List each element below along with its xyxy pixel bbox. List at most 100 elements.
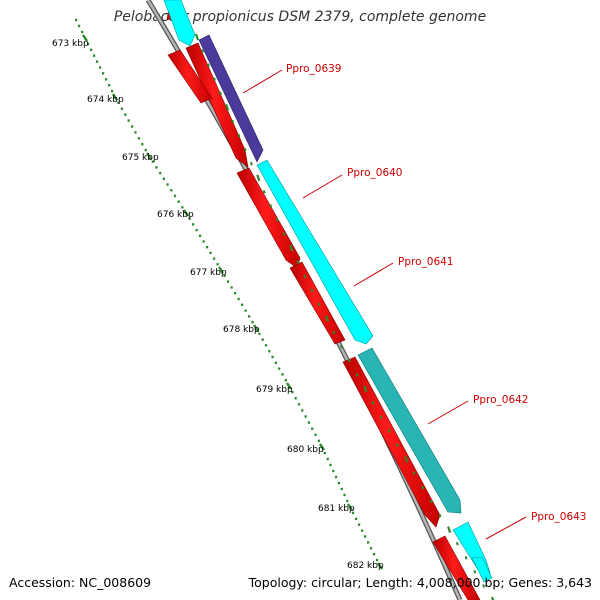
strand-tick <box>269 204 273 208</box>
strand-tick <box>482 584 486 588</box>
strand-ticks-layer <box>194 33 495 600</box>
topology-text: Topology: circular; Length: 4,008,000 bp… <box>248 575 592 590</box>
ruler-minor-tick <box>87 42 90 46</box>
strand-tick <box>395 443 399 447</box>
ruler-minor-tick <box>291 390 294 394</box>
strand-tick <box>231 119 235 124</box>
ruler-minor-tick <box>352 511 355 515</box>
ruler-minor-tick <box>96 60 99 63</box>
ruler-major-tick <box>82 34 88 42</box>
strand-tick <box>464 555 468 560</box>
cds-forward-segment <box>256 159 374 345</box>
gene-label[interactable]: Ppro_0643 <box>531 511 586 523</box>
ruler-minor-tick <box>361 529 364 532</box>
ruler-minor-tick <box>314 433 317 436</box>
cds-reverse-segment <box>432 535 481 600</box>
ruler-minor-tick <box>102 72 105 75</box>
ruler-minor-tick <box>284 379 287 382</box>
ruler-minor-tick <box>105 78 108 81</box>
map-title: Pelobacter propionicus DSM 2379, complet… <box>113 9 487 25</box>
gene-label[interactable]: Ppro_0640 <box>347 167 402 179</box>
strand-tick <box>256 174 261 182</box>
ruler-minor-tick <box>364 535 367 538</box>
ruler-minor-tick <box>251 321 254 324</box>
ruler-minor-tick <box>326 457 329 461</box>
cds-forward-segment <box>357 347 462 514</box>
ruler-minor-tick <box>120 107 123 110</box>
strand-tick <box>363 385 368 393</box>
strand-tick <box>262 190 266 194</box>
ruler-layer: 673 kbp 674 kbp 675 kbp 676 kbp 677 kbp 678 k… <box>52 18 384 571</box>
ruler-minor-tick <box>151 160 154 163</box>
strand-tick <box>412 471 416 476</box>
ruler-tick-label: 674 kbp <box>87 95 124 105</box>
strand-tick <box>421 485 425 490</box>
strand-tick <box>194 33 200 41</box>
ruler-minor-tick <box>317 439 320 443</box>
ruler-minor-tick <box>192 223 195 226</box>
strand-tick <box>387 429 391 433</box>
ruler-minor-tick <box>337 481 340 485</box>
ruler-minor-tick <box>166 183 169 186</box>
strand-tick <box>429 499 433 504</box>
ruler-minor-tick <box>134 131 137 134</box>
ruler-minor-tick <box>170 189 173 192</box>
ruler-minor-tick <box>261 338 264 341</box>
ruler-minor-tick <box>332 469 335 473</box>
ruler-minor-tick <box>173 194 177 198</box>
ruler-minor-tick <box>307 421 310 424</box>
ruler-major-tick <box>286 382 292 390</box>
strand-tick <box>332 330 336 335</box>
strand-tick <box>455 541 459 546</box>
ruler-minor-tick <box>370 547 373 550</box>
strand-tick <box>282 232 286 236</box>
strand-tick <box>225 104 230 111</box>
ruler-major-tick <box>319 443 325 451</box>
strand-tick <box>310 288 314 293</box>
strand-tick <box>289 244 294 252</box>
ruler-minor-tick <box>75 18 78 22</box>
ruler-tick-label: 678 kbp <box>223 325 260 335</box>
ruler-minor-tick <box>181 206 184 209</box>
ruler-minor-tick <box>227 280 230 283</box>
gene-label[interactable]: Ppro_0639 <box>286 63 341 75</box>
ruler-minor-tick <box>127 119 130 122</box>
accession-text: Accession: NC_008609 <box>9 575 152 590</box>
cds-forward-segment <box>471 556 493 583</box>
cds-reverse-segment <box>185 42 249 168</box>
ruler-minor-tick <box>237 297 240 301</box>
strand-tick <box>219 91 222 96</box>
ruler-minor-tick <box>271 355 274 359</box>
strand-tick <box>438 513 442 518</box>
ruler-minor-tick <box>294 397 297 400</box>
cds-forward-segment <box>163 0 196 47</box>
ruler-minor-tick <box>346 499 349 503</box>
ruler-minor-tick <box>329 463 332 467</box>
gene-labels-layer: Ppro_0639 Ppro_0640 Ppro_0641 Ppro_0642 Ppro… <box>242 63 586 540</box>
ruler-minor-tick <box>78 24 81 28</box>
ruler-tick-label: 675 kbp <box>122 153 159 163</box>
ruler-tick-label: 681 kbp <box>318 504 355 514</box>
strand-tick <box>404 455 409 463</box>
ruler-minor-tick <box>323 451 326 455</box>
strand-tick <box>379 415 383 419</box>
strand-tick <box>249 161 253 166</box>
gene-label[interactable]: Ppro_0642 <box>473 394 528 406</box>
strand-tick <box>207 63 210 67</box>
ruler-minor-tick <box>93 54 96 57</box>
ruler-minor-tick <box>141 143 144 146</box>
ruler-minor-tick <box>117 101 120 105</box>
ruler-minor-tick <box>202 240 205 243</box>
strand-tick <box>340 344 343 349</box>
ruler-minor-tick <box>177 200 180 203</box>
ruler-minor-tick <box>278 367 281 370</box>
strand-tick <box>324 315 330 322</box>
gene-label[interactable]: Ppro_0641 <box>398 256 453 268</box>
ruler-minor-tick <box>304 415 307 418</box>
strand-tick <box>243 147 247 152</box>
strand-tick <box>303 274 307 279</box>
ruler-minor-tick <box>213 257 216 260</box>
ruler-minor-tick <box>264 344 268 347</box>
ruler-minor-tick <box>195 228 198 232</box>
ruler-minor-tick <box>376 558 379 562</box>
